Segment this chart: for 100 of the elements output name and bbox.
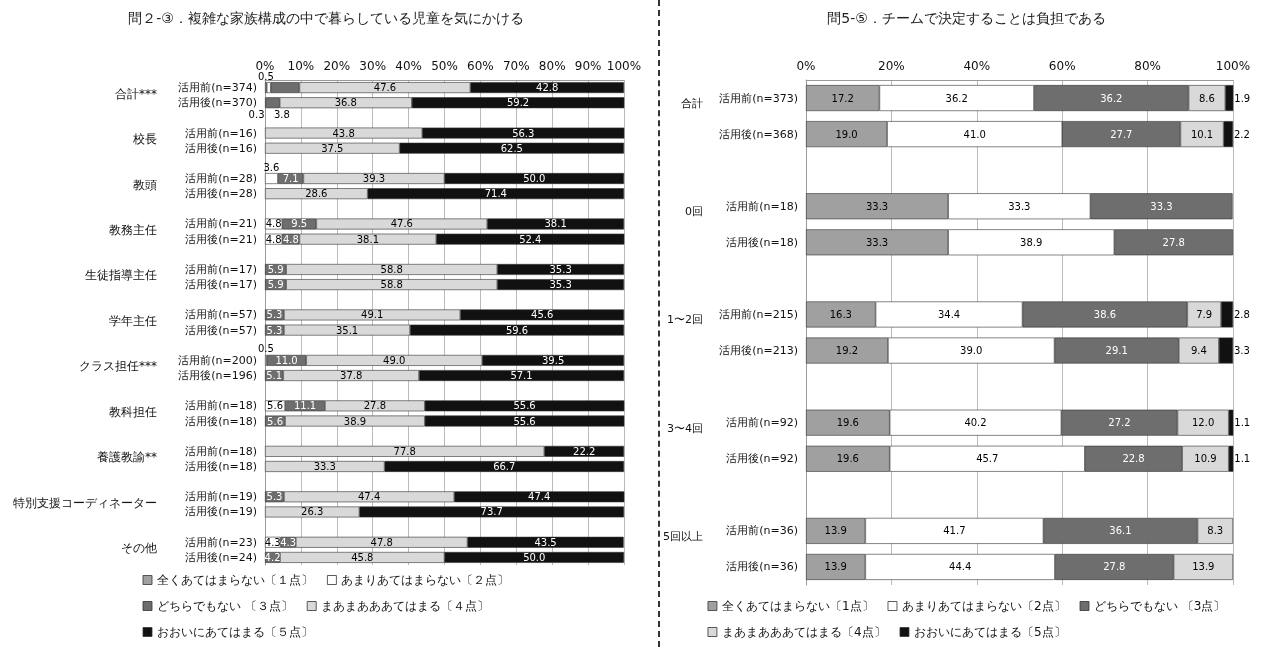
data-label: 39.5 bbox=[541, 354, 565, 366]
y2-tick-label: 0回 bbox=[685, 205, 703, 219]
y-tick-label: 活用後(n=196) bbox=[178, 369, 257, 383]
data-label: 0.3 bbox=[248, 108, 265, 120]
x-tick-label: 30% bbox=[359, 59, 387, 73]
data-label: 55.6 bbox=[513, 400, 536, 412]
data-label: 34.4 bbox=[937, 308, 961, 320]
data-label: 4.8 bbox=[265, 233, 282, 245]
data-label: 50.0 bbox=[523, 173, 546, 185]
data-label: 0.5 bbox=[257, 343, 274, 355]
x-tick-label: 20% bbox=[323, 59, 351, 73]
data-label: 35.3 bbox=[549, 279, 572, 291]
data-label: 39.0 bbox=[960, 345, 983, 357]
x-tick-label: 60% bbox=[1048, 59, 1076, 73]
legend-label: あまりあてはまらない〔2点〕 bbox=[901, 599, 1066, 613]
y2-tick-label: 3〜4回 bbox=[667, 421, 703, 435]
y-tick-label: 活用前(n=17) bbox=[185, 262, 257, 276]
data-label: 5.1 bbox=[266, 370, 283, 382]
x-tick-label: 80% bbox=[538, 59, 566, 73]
legend-label: 全くあてはまらない〔１点〕 bbox=[157, 573, 313, 587]
x-tick-label: 50% bbox=[431, 59, 458, 73]
data-label: 11.0 bbox=[275, 354, 298, 366]
data-label: 36.8 bbox=[334, 97, 357, 109]
data-label: 37.8 bbox=[340, 370, 363, 382]
data-label: 71.4 bbox=[484, 188, 507, 200]
y-tick-label: 活用前(n=374) bbox=[178, 81, 257, 95]
x-tick-label: 0% bbox=[255, 59, 275, 73]
legend-label: どちらでもない 〔３点〕 bbox=[157, 599, 293, 613]
data-label: 35.3 bbox=[549, 263, 572, 275]
x-tick-label: 90% bbox=[574, 59, 602, 73]
x-tick-label: 40% bbox=[963, 59, 991, 73]
y-tick-label: 活用後(n=18) bbox=[726, 235, 798, 249]
data-label: 55.6 bbox=[513, 415, 536, 427]
data-label: 43.8 bbox=[332, 127, 355, 139]
y-tick-label: 活用後(n=18) bbox=[185, 459, 257, 473]
data-label: 27.8 bbox=[1162, 236, 1185, 248]
data-label: 38.1 bbox=[544, 218, 567, 230]
data-label: 41.0 bbox=[963, 128, 986, 140]
data-label: 13.9 bbox=[824, 561, 847, 573]
data-label: 17.2 bbox=[831, 92, 854, 104]
data-label: 38.9 bbox=[1020, 236, 1043, 248]
data-label: 47.6 bbox=[390, 218, 413, 230]
data-label: 29.1 bbox=[1105, 345, 1128, 357]
y2-tick-label: 1〜2回 bbox=[667, 313, 703, 327]
data-label: 59.6 bbox=[505, 324, 529, 336]
y-tick-label: 活用前(n=18) bbox=[185, 444, 257, 458]
x-tick-label: 100% bbox=[1215, 59, 1251, 73]
data-label: 7.1 bbox=[282, 173, 299, 185]
y-tick-label: 活用前(n=19) bbox=[185, 490, 257, 504]
y-tick-label: 活用前(n=36) bbox=[726, 524, 798, 538]
data-label: 36.2 bbox=[1100, 92, 1123, 104]
data-label: 13.9 bbox=[824, 525, 847, 537]
data-label: 57.1 bbox=[510, 370, 533, 382]
data-label: 38.1 bbox=[356, 233, 379, 245]
y2-tick-label: 学年主任 bbox=[109, 313, 157, 328]
data-label: 16.3 bbox=[829, 308, 852, 320]
y-tick-label: 活用後(n=36) bbox=[726, 560, 798, 574]
x-tick-label: 0% bbox=[796, 59, 816, 73]
y-tick-label: 活用後(n=19) bbox=[185, 505, 257, 519]
data-label: 66.7 bbox=[493, 460, 516, 472]
legend-label: おおいにあてはまる〔5点〕 bbox=[913, 625, 1066, 639]
y-tick-label: 活用前(n=215) bbox=[719, 307, 798, 321]
x-tick-label: 40% bbox=[395, 59, 422, 73]
data-label: 77.8 bbox=[393, 445, 416, 457]
data-label: 0.5 bbox=[257, 70, 274, 82]
data-label: 33.3 bbox=[865, 200, 889, 212]
data-label: 47.6 bbox=[373, 82, 397, 94]
data-label: 56.3 bbox=[512, 127, 535, 139]
y2-tick-label: 5回以上 bbox=[663, 529, 703, 543]
data-label: 27.8 bbox=[363, 400, 386, 412]
data-label: 10.9 bbox=[1194, 453, 1217, 465]
data-label: 41.7 bbox=[943, 525, 966, 537]
data-label: 39.3 bbox=[362, 173, 386, 185]
data-label: 5.9 bbox=[267, 263, 284, 275]
legend-label: まあまあああてはまる〔4点〕 bbox=[721, 625, 886, 639]
data-label: 47.4 bbox=[528, 491, 551, 503]
y-tick-label: 活用後(n=18) bbox=[185, 414, 257, 428]
data-label: 5.9 bbox=[267, 279, 284, 291]
data-label: 5.6 bbox=[267, 415, 284, 427]
data-label: 45.8 bbox=[351, 551, 374, 563]
data-label: 7.9 bbox=[1196, 308, 1213, 320]
data-label: 33.3 bbox=[1008, 200, 1031, 212]
data-label: 4.2 bbox=[264, 551, 281, 563]
data-label: 28.6 bbox=[305, 188, 328, 200]
y2-tick-label: クラス担任*** bbox=[79, 359, 157, 374]
data-label: 22.2 bbox=[573, 445, 596, 457]
y2-tick-label: 合計*** bbox=[115, 86, 157, 101]
data-label: 5.3 bbox=[266, 491, 283, 503]
y-tick-label: 活用後(n=24) bbox=[185, 550, 257, 564]
y-tick-label: 活用前(n=21) bbox=[185, 217, 257, 231]
x-tick-label: 10% bbox=[287, 59, 315, 73]
y2-tick-label: 教頭 bbox=[133, 177, 157, 192]
data-label: 19.0 bbox=[835, 128, 858, 140]
data-label: 33.3 bbox=[313, 460, 336, 472]
data-label: 3.3 bbox=[1234, 345, 1250, 357]
data-label: 9.4 bbox=[1190, 345, 1207, 357]
data-label: 12.0 bbox=[1191, 417, 1215, 429]
data-label: 5.6 bbox=[267, 400, 284, 412]
data-label: 44.4 bbox=[949, 561, 972, 573]
y-tick-label: 活用前(n=373) bbox=[719, 91, 798, 105]
